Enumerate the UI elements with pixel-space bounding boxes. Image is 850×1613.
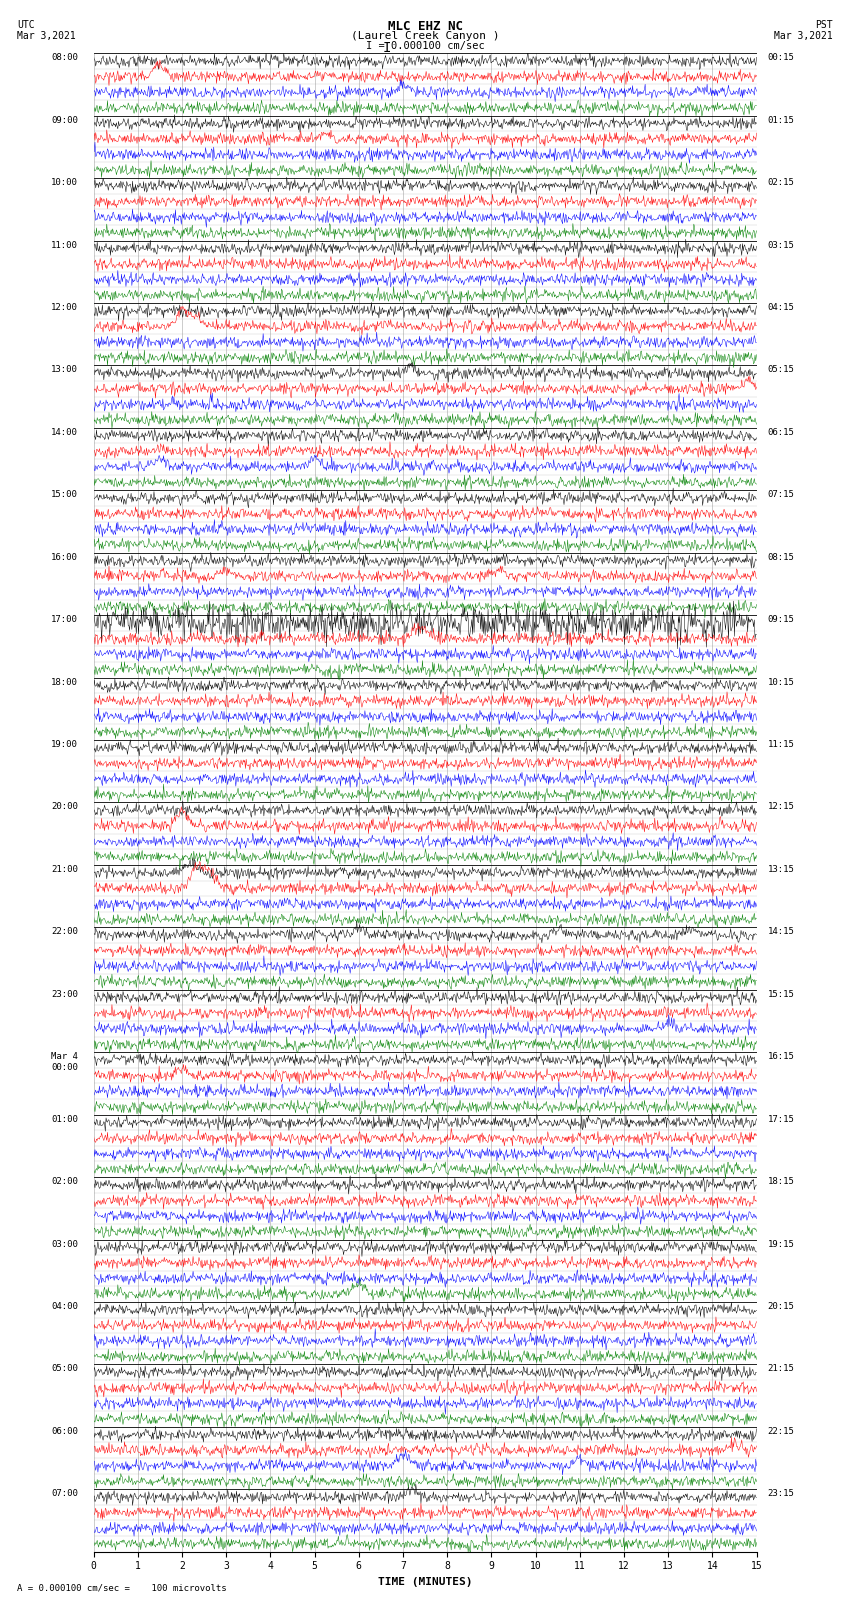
X-axis label: TIME (MINUTES): TIME (MINUTES) [377, 1578, 473, 1587]
Text: 03:00: 03:00 [51, 1239, 78, 1248]
Text: 01:00: 01:00 [51, 1115, 78, 1124]
Text: 09:15: 09:15 [768, 615, 795, 624]
Text: A = 0.000100 cm/sec =    100 microvolts: A = 0.000100 cm/sec = 100 microvolts [17, 1584, 227, 1594]
Text: 19:00: 19:00 [51, 740, 78, 748]
Text: 06:00: 06:00 [51, 1428, 78, 1436]
Text: 04:15: 04:15 [768, 303, 795, 311]
Text: 15:00: 15:00 [51, 490, 78, 500]
Text: 18:00: 18:00 [51, 677, 78, 687]
Text: Mar 3,2021: Mar 3,2021 [17, 31, 76, 40]
Text: 10:00: 10:00 [51, 177, 78, 187]
Text: 00:15: 00:15 [768, 53, 795, 63]
Text: Mar 4
00:00: Mar 4 00:00 [51, 1052, 78, 1071]
Text: 05:15: 05:15 [768, 366, 795, 374]
Text: 21:00: 21:00 [51, 865, 78, 874]
Text: 20:00: 20:00 [51, 803, 78, 811]
Text: 07:15: 07:15 [768, 490, 795, 500]
Text: 02:15: 02:15 [768, 177, 795, 187]
Text: 14:00: 14:00 [51, 427, 78, 437]
Text: 01:15: 01:15 [768, 116, 795, 124]
Text: 08:15: 08:15 [768, 553, 795, 561]
Text: 09:00: 09:00 [51, 116, 78, 124]
Text: 12:00: 12:00 [51, 303, 78, 311]
Text: 08:00: 08:00 [51, 53, 78, 63]
Text: MLC EHZ NC: MLC EHZ NC [388, 19, 462, 34]
Text: 17:15: 17:15 [768, 1115, 795, 1124]
Text: 16:15: 16:15 [768, 1052, 795, 1061]
Text: 16:00: 16:00 [51, 553, 78, 561]
Text: 21:15: 21:15 [768, 1365, 795, 1373]
Text: 12:15: 12:15 [768, 803, 795, 811]
Text: UTC: UTC [17, 19, 35, 31]
Text: I: I [382, 40, 391, 55]
Text: 03:15: 03:15 [768, 240, 795, 250]
Text: 07:00: 07:00 [51, 1489, 78, 1498]
Text: 23:15: 23:15 [768, 1489, 795, 1498]
Text: 02:00: 02:00 [51, 1177, 78, 1186]
Text: 17:00: 17:00 [51, 615, 78, 624]
Text: 13:00: 13:00 [51, 366, 78, 374]
Text: 19:15: 19:15 [768, 1239, 795, 1248]
Text: I = 0.000100 cm/sec: I = 0.000100 cm/sec [366, 40, 484, 52]
Text: 11:15: 11:15 [768, 740, 795, 748]
Text: 18:15: 18:15 [768, 1177, 795, 1186]
Text: 23:00: 23:00 [51, 990, 78, 998]
Text: (Laurel Creek Canyon ): (Laurel Creek Canyon ) [351, 31, 499, 40]
Text: 04:00: 04:00 [51, 1302, 78, 1311]
Text: 14:15: 14:15 [768, 927, 795, 936]
Text: 11:00: 11:00 [51, 240, 78, 250]
Text: PST: PST [815, 19, 833, 31]
Text: 05:00: 05:00 [51, 1365, 78, 1373]
Text: 10:15: 10:15 [768, 677, 795, 687]
Text: 15:15: 15:15 [768, 990, 795, 998]
Text: Mar 3,2021: Mar 3,2021 [774, 31, 833, 40]
Text: 06:15: 06:15 [768, 427, 795, 437]
Text: 22:00: 22:00 [51, 927, 78, 936]
Text: 22:15: 22:15 [768, 1428, 795, 1436]
Text: 20:15: 20:15 [768, 1302, 795, 1311]
Text: 13:15: 13:15 [768, 865, 795, 874]
